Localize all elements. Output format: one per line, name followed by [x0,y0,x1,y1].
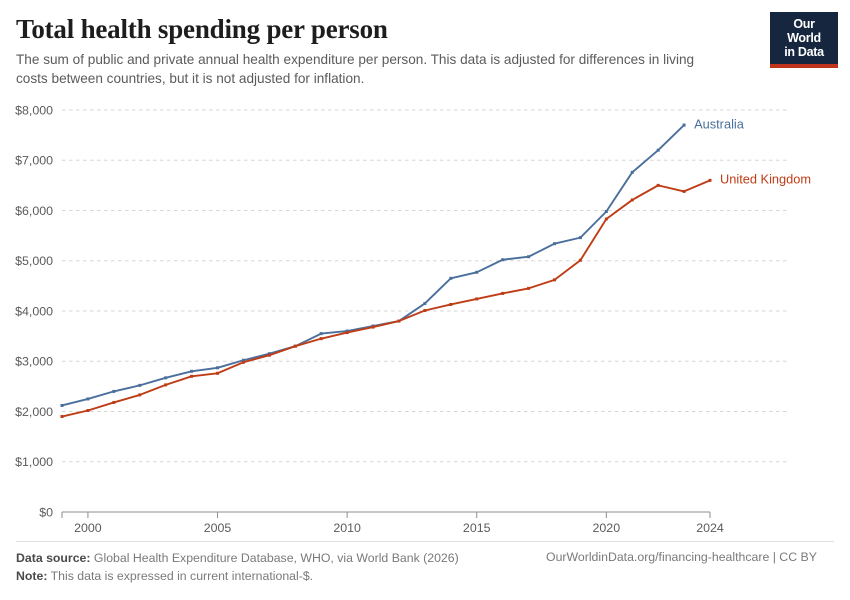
series-line-australia[interactable] [61,124,686,407]
data-point-marker[interactable] [682,189,686,193]
data-point-marker[interactable] [552,242,556,246]
y-axis-tick-label: $1,000 [15,455,53,469]
y-axis-tick-label: $6,000 [15,204,53,218]
note-text: Note: This data is expressed in current … [16,568,834,585]
data-point-marker[interactable] [501,291,505,295]
data-point-marker[interactable] [708,178,712,182]
data-point-marker[interactable] [190,374,194,378]
data-point-marker[interactable] [241,360,245,364]
y-axis-tick-label: $8,000 [15,103,53,117]
footer-row-note: Note: This data is expressed in current … [16,568,834,586]
x-axis-tick-label: 2020 [593,521,621,535]
data-point-marker[interactable] [216,366,220,370]
x-axis-tick-label: 2010 [333,521,361,535]
page-title: Total health spending per person [16,14,388,44]
data-point-marker[interactable] [112,389,116,393]
attribution-link[interactable]: OurWorldinData.org/financing-healthcare … [546,550,817,564]
series-line-united-kingdom[interactable] [61,179,711,418]
y-axis-tick-label: $2,000 [15,405,53,419]
data-point-marker[interactable] [527,286,531,290]
data-point-marker[interactable] [86,397,90,401]
series-label-united-kingdom[interactable]: United Kingdom [720,172,811,187]
data-point-marker[interactable] [293,344,297,348]
data-point-marker[interactable] [578,258,582,262]
data-point-marker[interactable] [267,352,271,356]
x-axis-tick-label: 2005 [204,521,232,535]
data-point-marker[interactable] [60,415,64,419]
data-point-marker[interactable] [397,319,401,323]
data-point-marker[interactable] [138,383,142,387]
data-point-marker[interactable] [345,329,349,333]
our-world-in-data-logo[interactable]: Our World in Data [770,12,838,68]
x-axis-tick-label: 2024 [696,521,724,535]
data-point-marker[interactable] [423,308,427,312]
data-point-marker[interactable] [527,255,531,259]
y-axis-tick-label: $0 [39,505,53,519]
series-label-australia[interactable]: Australia [694,116,745,131]
y-axis-tick-label: $7,000 [15,154,53,168]
note-label: Note: [16,569,48,583]
data-point-marker[interactable] [656,148,660,152]
data-point-marker[interactable] [371,325,375,329]
x-axis-tick-label: 2015 [463,521,491,535]
data-point-marker[interactable] [449,302,453,306]
footer-row-source: Data source: Global Health Expenditure D… [16,550,834,568]
x-axis-tick-label: 2000 [74,521,102,535]
data-point-marker[interactable] [190,369,194,373]
data-point-marker[interactable] [552,278,556,282]
data-point-marker[interactable] [216,371,220,375]
note-value: This data is expressed in current intern… [50,569,314,583]
chart-plot-area[interactable]: $0 $1,000 $2,000 $3,000 $4,000 $5,000 $6,000 $7… [0,96,850,536]
logo-line-1: Our World [787,17,821,45]
y-axis-tick-label: $4,000 [15,304,53,318]
data-source-value: Global Health Expenditure Database, WHO,… [93,551,459,565]
data-point-marker[interactable] [319,332,323,336]
data-point-marker[interactable] [267,353,271,357]
data-point-marker[interactable] [578,236,582,240]
data-point-marker[interactable] [449,276,453,280]
data-point-marker[interactable] [164,376,168,380]
data-point-marker[interactable] [475,297,479,301]
data-point-marker[interactable] [604,217,608,221]
data-point-marker[interactable] [138,393,142,397]
data-point-marker[interactable] [60,403,64,407]
data-source-text: Data source: Global Health Expenditure D… [16,550,834,567]
data-source-label: Data source: [16,551,91,565]
chart-subtitle: The sum of public and private annual hea… [16,52,695,86]
data-point-marker[interactable] [345,331,349,335]
data-point-marker[interactable] [241,358,245,362]
y-axis-tick-label: $3,000 [15,355,53,369]
data-point-marker[interactable] [319,337,323,341]
data-point-marker[interactable] [164,383,168,387]
chart-footer: Data source: Global Health Expenditure D… [16,541,834,586]
data-point-marker[interactable] [112,400,116,404]
logo-line-2: in Data [784,45,824,59]
y-axis-tick-label: $5,000 [15,254,53,268]
data-point-marker[interactable] [656,183,660,187]
data-point-marker[interactable] [682,123,686,127]
data-point-marker[interactable] [501,258,505,262]
line-chart-svg[interactable]: $0 $1,000 $2,000 $3,000 $4,000 $5,000 $6,000 $7… [0,96,850,536]
chart-header: Total health spending per person The sum… [16,14,716,89]
data-point-marker[interactable] [630,198,634,202]
data-point-marker[interactable] [423,301,427,305]
data-point-marker[interactable] [86,408,90,412]
data-point-marker[interactable] [604,210,608,214]
data-point-marker[interactable] [475,270,479,274]
data-point-marker[interactable] [630,170,634,174]
